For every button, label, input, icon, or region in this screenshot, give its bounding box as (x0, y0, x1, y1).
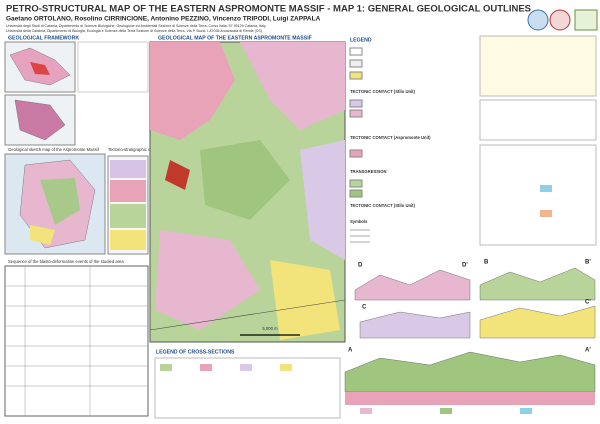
section-trace (149, 299, 346, 331)
unit (110, 180, 146, 202)
swatch (349, 109, 363, 118)
swatch (349, 179, 363, 188)
section-label: A' (585, 348, 591, 354)
legend-header: TECTONIC CONTACT (Aspromonte Unit) (350, 135, 431, 140)
swatch (349, 59, 363, 68)
inset-legend (77, 41, 149, 93)
map-unit (200, 140, 290, 220)
legend-header: Symbols (350, 219, 368, 224)
swatch (240, 364, 252, 371)
logo (549, 9, 571, 31)
scale-label: 5,000 m (262, 326, 278, 331)
legend-box (479, 35, 597, 97)
title: PETRO-STRUCTURAL MAP OF THE EASTERN ASPR… (6, 4, 531, 15)
section-label: C' (585, 300, 591, 306)
legend-swatches (349, 47, 363, 198)
logo (527, 9, 549, 31)
legend-header: TECTONIC CONTACT (Stilo Unit) (350, 89, 416, 94)
map-unit (300, 140, 345, 260)
terrane (14, 99, 66, 141)
table-grid (5, 266, 148, 416)
map-unit (155, 230, 260, 330)
terrane (30, 225, 55, 245)
symbols (350, 229, 370, 243)
cross-section (479, 267, 596, 301)
cross-section (479, 305, 596, 339)
cross-section-unit (345, 392, 595, 405)
swatch (540, 185, 552, 192)
swatch (349, 99, 363, 108)
map-unit (150, 42, 235, 140)
legend-title: LEGEND (350, 37, 372, 43)
map-unit (270, 260, 340, 340)
swatch (540, 210, 552, 217)
unit (110, 230, 146, 250)
cross-section (354, 269, 471, 301)
cross-section (359, 311, 471, 339)
swatch (200, 364, 212, 371)
section-label: A (348, 348, 353, 354)
swatch (160, 364, 172, 371)
table-title: Sequence of the blasto-deformation event… (8, 259, 124, 264)
swatch (349, 71, 363, 80)
swatch (280, 364, 292, 371)
map-title: GEOLOGICAL MAP OF THE EASTERN ASPROMONTE… (158, 35, 312, 41)
legend-box (479, 144, 597, 246)
authors: Gaetano ORTOLANO, Rosolino CIRRINCIONE, … (6, 16, 321, 23)
swatch (349, 189, 363, 198)
legend-header: TECTONIC CONTACT (Stilo Unit) (350, 203, 416, 208)
section-label: C (362, 305, 367, 311)
map-unit (240, 42, 345, 130)
swatch (349, 149, 363, 158)
section-label: D (358, 263, 363, 269)
affiliation: Università della Calabria, Dipartimento … (6, 29, 262, 33)
section-title: GEOLOGICAL FRAMEWORK (8, 35, 79, 41)
map-unit (165, 160, 190, 190)
inset-caption: Geological sketch map of the Aspromonte … (8, 147, 100, 152)
section-label: D' (462, 263, 468, 269)
logo (574, 9, 598, 31)
swatch (349, 47, 363, 56)
section-label: B (484, 260, 489, 266)
affiliation: Università degli Studi di Catania, Dipar… (6, 24, 266, 28)
section-label: B' (585, 260, 591, 266)
sequence-table (4, 265, 149, 417)
swatch (360, 408, 372, 414)
legend-box (479, 99, 597, 141)
terrane (40, 178, 80, 225)
unit (110, 160, 146, 178)
unit (110, 204, 146, 228)
legend-header: TRANSGRESSION (350, 169, 387, 174)
section-legend-title: LEGEND OF CROSS-SECTIONS (156, 349, 235, 355)
swatch (440, 408, 452, 414)
swatch (520, 408, 532, 414)
terrane (30, 62, 50, 75)
